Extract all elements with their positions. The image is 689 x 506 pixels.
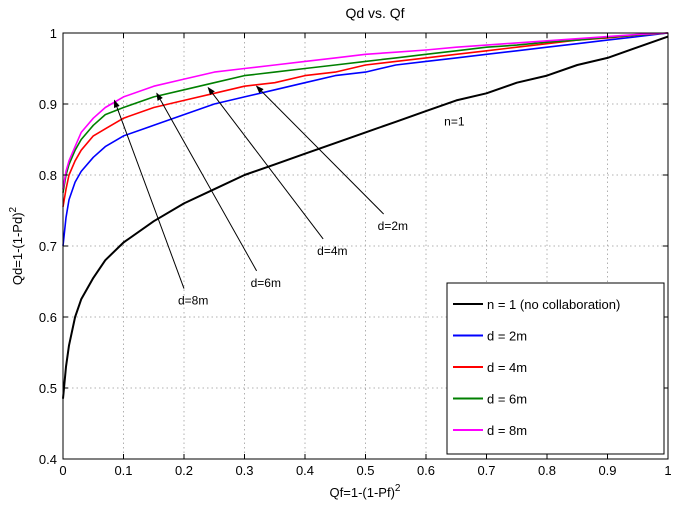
x-tick-label: 0.7 [477, 463, 495, 478]
annotation-label: d=4m [317, 244, 347, 258]
ticks: 0 0.1 0.2 0.3 0.4 0.5 0.6 0.7 0.8 0.9 1 0.4 0.5 0.6 0.… [39, 26, 672, 478]
x-tick-label: 0.9 [598, 463, 616, 478]
x-tick-label: 0.3 [235, 463, 253, 478]
y-tick-label: 0.4 [39, 452, 57, 467]
series-line-4 [62, 32, 669, 190]
annotation-label: d=8m [178, 294, 208, 308]
annotations: n=1 d=2m d=4m d=6m d=8m [113, 85, 465, 308]
annotation-arrow [255, 85, 385, 215]
y-tick-label: 1 [50, 26, 57, 41]
legend-item-label: d = 2m [487, 329, 527, 344]
legend-item-label: n = 1 (no collaboration) [487, 297, 620, 312]
series-layer [62, 32, 669, 399]
legend: n = 1 (no collaboration) d = 2m d = 4m d = … [446, 282, 665, 455]
axis-label-superscript: 2 [395, 483, 401, 494]
y-tick-label: 0.5 [39, 381, 57, 396]
y-axis-label: Qd=1-(1-Pd)2 [8, 206, 25, 285]
annotation-label: d=2m [378, 219, 408, 233]
annotation-label: n=1 [444, 114, 465, 128]
series-line-1 [62, 32, 669, 247]
legend-item-label: d = 4m [487, 360, 527, 375]
chart-title: Qd vs. Qf [345, 5, 404, 21]
series-line-3 [62, 32, 669, 193]
axis-label-base: Qd=1-(1-Pd) [10, 212, 25, 285]
x-tick-label: 0.6 [417, 463, 435, 478]
x-tick-label: 0.8 [538, 463, 556, 478]
x-tick-label: 0.1 [114, 463, 132, 478]
legend-box [446, 282, 665, 455]
x-tick-label: 1 [664, 463, 671, 478]
x-tick-label: 0.2 [175, 463, 193, 478]
series-line-2 [62, 32, 669, 208]
y-tick-label: 0.7 [39, 239, 57, 254]
series-line-0 [62, 35, 669, 399]
y-tick-label: 0.8 [39, 168, 57, 183]
legend-item-label: d = 8m [487, 423, 527, 438]
y-tick-label: 0.6 [39, 310, 57, 325]
legend-item-label: d = 6m [487, 392, 527, 407]
x-tick-label: 0 [59, 463, 66, 478]
annotation-arrow [207, 86, 324, 240]
axis-label-superscript: 2 [8, 206, 19, 212]
x-tick-label: 0.5 [356, 463, 374, 478]
y-tick-label: 0.9 [39, 97, 57, 112]
annotation-label: d=6m [251, 276, 281, 290]
annotation-arrow [156, 92, 258, 272]
x-axis-label: Qf=1-(1-Pf)2 [330, 483, 401, 500]
grid [63, 33, 668, 459]
axis-label-base: Qf=1-(1-Pf) [330, 485, 395, 500]
annotation-arrow [113, 99, 185, 289]
x-tick-label: 0.4 [296, 463, 314, 478]
